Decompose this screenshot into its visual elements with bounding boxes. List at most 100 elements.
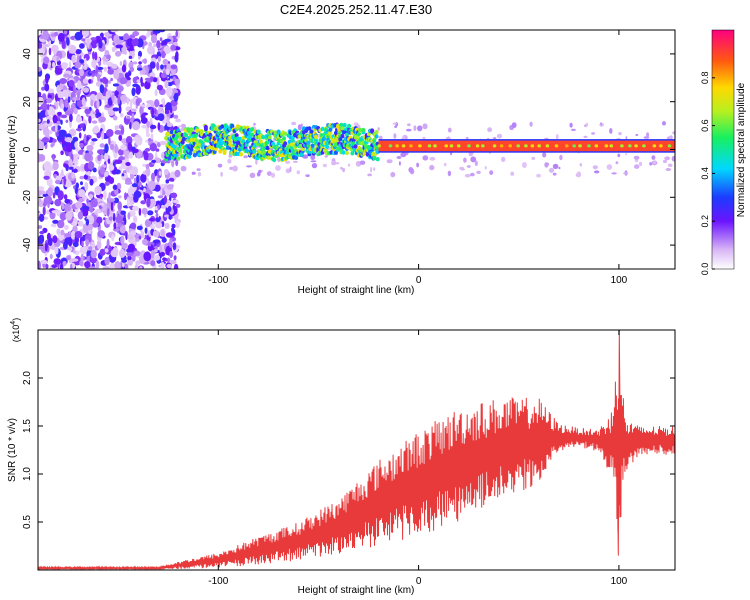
noise-blob <box>169 239 173 248</box>
y-tick-label: 40 <box>22 48 33 60</box>
band-blob <box>228 139 233 144</box>
band-blob <box>189 128 194 133</box>
noise-blob <box>75 116 83 123</box>
noise-blob <box>52 114 58 124</box>
noise-blob <box>151 107 155 117</box>
noise-blob <box>69 166 74 170</box>
noise-blob <box>50 223 57 227</box>
band-blob <box>181 136 186 142</box>
noise-blob <box>57 111 62 116</box>
noise-blob <box>156 84 163 91</box>
noise-blob <box>108 216 113 221</box>
noise-blob <box>120 125 125 135</box>
noise-blob <box>45 75 49 84</box>
halo-blob <box>591 132 596 135</box>
halo-blob <box>510 171 515 176</box>
noise-blob <box>173 114 179 119</box>
noise-blob <box>65 119 69 124</box>
noise-blob <box>61 103 65 110</box>
halo-blob <box>396 156 402 159</box>
band-blob <box>374 129 379 135</box>
noise-blob <box>129 98 133 109</box>
noise-blob <box>133 190 142 199</box>
noise-blob <box>157 122 161 131</box>
band-blob <box>340 134 345 139</box>
colorbar-tick-label: 0.8 <box>700 72 710 85</box>
noise-blob <box>108 192 111 202</box>
noise-blob <box>63 163 68 168</box>
halo-blob <box>465 136 469 140</box>
band-blob <box>336 146 341 151</box>
snr-y-label: SNR (10 * v/v) <box>7 418 18 482</box>
noise-blob <box>131 113 135 118</box>
band-blob <box>283 131 288 136</box>
noise-blob <box>90 39 98 49</box>
halo-blob <box>246 165 252 168</box>
band-blob <box>241 139 246 144</box>
noise-blob <box>130 222 137 230</box>
noise-blob <box>96 240 102 250</box>
halo-blob <box>429 165 435 171</box>
figure-title: C2E4.2025.252.11.47.E30 <box>280 2 432 17</box>
noise-blob <box>50 107 56 117</box>
noise-blob <box>57 219 65 229</box>
line-blob <box>652 144 657 148</box>
noise-blob <box>96 92 103 102</box>
noise-blob <box>141 124 149 129</box>
noise-blob <box>132 205 139 212</box>
halo-blob <box>585 122 589 127</box>
line-blob <box>427 144 432 148</box>
noise-blob <box>72 136 79 142</box>
noise-blob <box>52 219 59 224</box>
noise-blob <box>38 225 43 229</box>
noise-blob <box>44 242 48 252</box>
band-blob <box>352 147 357 153</box>
noise-blob <box>52 235 58 244</box>
noise-blob <box>78 132 82 139</box>
noise-blob <box>112 184 118 191</box>
halo-blob <box>579 163 582 167</box>
noise-blob <box>106 208 110 217</box>
noise-blob <box>112 212 116 222</box>
noise-blob <box>74 141 79 149</box>
noise-blob <box>153 249 158 253</box>
noise-blob <box>146 198 151 208</box>
noise-blob <box>150 133 154 140</box>
noise-blob <box>171 55 176 60</box>
halo-blob <box>413 125 417 131</box>
noise-blob <box>127 259 133 266</box>
noise-blob <box>92 126 100 134</box>
noise-blob <box>107 158 111 164</box>
band-blob <box>306 140 311 145</box>
line-blob <box>467 144 471 148</box>
noise-blob <box>149 61 156 69</box>
halo-blob <box>270 172 276 178</box>
noise-blob <box>128 55 133 60</box>
noise-blob <box>119 225 126 234</box>
noise-blob <box>43 175 50 180</box>
noise-blob <box>115 50 122 57</box>
noise-blob <box>119 248 126 258</box>
noise-blob <box>61 89 69 98</box>
noise-blob <box>158 170 162 176</box>
noise-blob <box>137 67 143 71</box>
noise-blob <box>140 200 147 205</box>
noise-blob <box>120 113 124 118</box>
noise-blob <box>64 198 71 204</box>
noise-blob <box>160 64 164 70</box>
y-tick-label: -40 <box>22 237 33 252</box>
band-blob <box>230 123 235 128</box>
halo-blob <box>406 128 412 132</box>
noise-blob <box>88 246 93 251</box>
noise-blob <box>102 95 106 101</box>
band-blob <box>228 135 233 140</box>
noise-blob <box>54 198 62 207</box>
noise-blob <box>115 125 119 130</box>
noise-blob <box>43 43 46 54</box>
line-blob <box>499 144 504 148</box>
y-tick-label: 1.0 <box>22 467 33 481</box>
noise-blob <box>150 76 154 81</box>
halo-blob <box>625 136 628 140</box>
noise-blob <box>126 252 134 257</box>
noise-blob <box>90 99 94 107</box>
